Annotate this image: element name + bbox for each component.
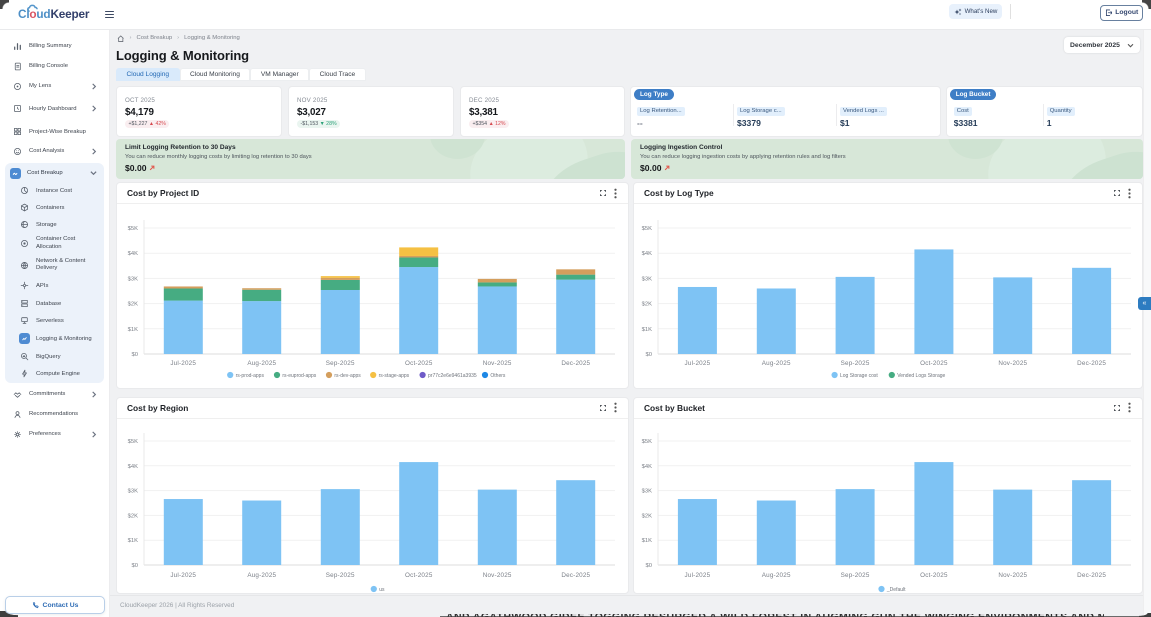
svg-text:Oct-2025: Oct-2025 bbox=[405, 572, 433, 579]
svg-text:$3K: $3K bbox=[128, 488, 138, 494]
svg-text:$2K: $2K bbox=[128, 513, 138, 519]
svg-text:$5K: $5K bbox=[128, 439, 138, 445]
svg-text:Jul-2025: Jul-2025 bbox=[170, 360, 196, 367]
svg-text:Oct-2025: Oct-2025 bbox=[920, 360, 948, 367]
svg-text:$4K: $4K bbox=[642, 463, 652, 469]
svg-text:$1K: $1K bbox=[128, 538, 138, 544]
svg-text:Sep-2025: Sep-2025 bbox=[326, 572, 355, 579]
svg-text:Dec-2025: Dec-2025 bbox=[561, 572, 590, 579]
svg-text:Jul-2025: Jul-2025 bbox=[685, 572, 711, 579]
svg-text:rs-prod-apps: rs-prod-apps bbox=[236, 373, 265, 379]
svg-text:$2K: $2K bbox=[128, 302, 138, 308]
svg-text:Dec-2025: Dec-2025 bbox=[561, 360, 590, 367]
svg-text:Oct-2025: Oct-2025 bbox=[920, 572, 948, 579]
svg-text:Aug-2025: Aug-2025 bbox=[762, 572, 791, 579]
svg-text:Vended Logs Storage: Vended Logs Storage bbox=[897, 373, 945, 379]
svg-text:$0: $0 bbox=[646, 563, 652, 569]
svg-text:pr77c2e6e9461a3935: pr77c2e6e9461a3935 bbox=[428, 373, 477, 379]
svg-text:Sep-2025: Sep-2025 bbox=[326, 360, 355, 367]
svg-text:Nov-2025: Nov-2025 bbox=[483, 360, 512, 367]
svg-text:Nov-2025: Nov-2025 bbox=[998, 360, 1027, 367]
svg-text:Log Storage cost: Log Storage cost bbox=[840, 373, 878, 379]
svg-text:Others: Others bbox=[490, 373, 506, 379]
svg-text:$3K: $3K bbox=[642, 488, 652, 494]
svg-text:$1K: $1K bbox=[128, 327, 138, 333]
svg-text:Nov-2025: Nov-2025 bbox=[998, 572, 1027, 579]
svg-text:_Default: _Default bbox=[886, 587, 906, 593]
svg-text:$4K: $4K bbox=[128, 463, 138, 469]
svg-text:Oct-2025: Oct-2025 bbox=[405, 360, 433, 367]
svg-text:Aug-2025: Aug-2025 bbox=[247, 360, 276, 367]
svg-text:rs-euprod-apps: rs-euprod-apps bbox=[282, 373, 316, 379]
svg-text:$0: $0 bbox=[132, 563, 138, 569]
svg-text:$1K: $1K bbox=[642, 538, 652, 544]
svg-text:$4K: $4K bbox=[128, 251, 138, 257]
svg-text:us: us bbox=[379, 587, 385, 593]
svg-text:Sep-2025: Sep-2025 bbox=[841, 572, 870, 579]
svg-text:$3K: $3K bbox=[128, 276, 138, 282]
svg-text:$4K: $4K bbox=[642, 251, 652, 257]
svg-text:Aug-2025: Aug-2025 bbox=[762, 360, 791, 367]
svg-text:$3K: $3K bbox=[642, 276, 652, 282]
svg-text:$5K: $5K bbox=[642, 226, 652, 232]
svg-text:$2K: $2K bbox=[642, 513, 652, 519]
svg-text:$5K: $5K bbox=[642, 439, 652, 445]
svg-text:Jul-2025: Jul-2025 bbox=[170, 572, 196, 579]
svg-text:$0: $0 bbox=[132, 352, 138, 358]
svg-text:Jul-2025: Jul-2025 bbox=[685, 360, 711, 367]
svg-text:Aug-2025: Aug-2025 bbox=[247, 572, 276, 579]
svg-text:Sep-2025: Sep-2025 bbox=[841, 360, 870, 367]
svg-text:Nov-2025: Nov-2025 bbox=[483, 572, 512, 579]
svg-text:$1K: $1K bbox=[642, 327, 652, 333]
svg-text:Dec-2025: Dec-2025 bbox=[1077, 572, 1106, 579]
svg-text:rs-dev-apps: rs-dev-apps bbox=[334, 373, 361, 379]
svg-text:$0: $0 bbox=[646, 352, 652, 358]
svg-text:Dec-2025: Dec-2025 bbox=[1077, 360, 1106, 367]
svg-text:$5K: $5K bbox=[128, 226, 138, 232]
svg-text:rs-stage-apps: rs-stage-apps bbox=[379, 373, 410, 379]
svg-text:$2K: $2K bbox=[642, 302, 652, 308]
